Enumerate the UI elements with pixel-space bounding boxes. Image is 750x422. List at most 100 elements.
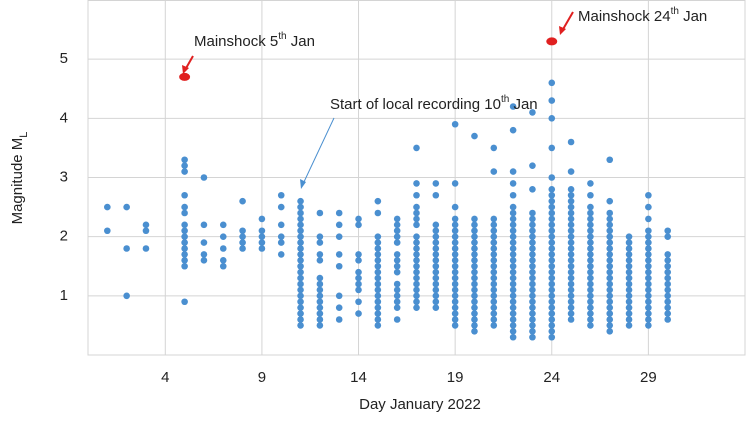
data-point [664,298,672,306]
data-point [529,245,536,252]
data-point [529,310,536,317]
data-point [142,221,150,229]
data-point [297,298,304,306]
data-point [451,180,459,187]
data-point [587,274,594,282]
data-point [509,292,517,300]
data-point [490,310,498,317]
annotation: Mainshock 24th Jan [559,6,707,35]
data-point [548,197,556,205]
data-point [316,304,324,311]
data-point [451,221,459,229]
data-point [277,251,285,258]
data-point [297,322,304,329]
data-point [297,197,304,205]
data-point [277,239,285,246]
data-point [471,251,478,258]
data-point [548,262,556,270]
data-point [529,233,536,240]
data-point [297,209,304,217]
data-point [645,310,652,317]
data-point [606,298,614,306]
data-point [355,280,362,288]
data-point [548,298,556,306]
data-point [567,298,575,306]
data-point [316,316,324,323]
data-point [200,257,208,264]
data-point [413,245,420,252]
data-point [451,268,459,276]
data-point [413,268,420,276]
data-point [297,292,304,300]
data-point [529,268,536,276]
data-point [587,257,594,264]
data-point [181,209,188,217]
data-point [587,310,594,317]
data-point [239,197,246,205]
data-point [567,251,575,258]
data-point [181,298,188,306]
data-point [645,316,652,323]
data-point [239,239,246,246]
data-point [509,316,517,323]
data-point [509,191,517,199]
data-point [567,138,575,146]
data-point [413,180,420,187]
data-point [200,174,208,181]
x-axis-label: Day January 2022 [359,396,481,413]
data-point [509,239,517,246]
data-point [548,115,556,122]
data-point [587,268,594,276]
data-point [451,322,459,329]
data-point [181,233,188,240]
data-point [335,221,343,229]
data-point [645,233,652,240]
data-point [181,251,188,258]
data-point [645,298,652,306]
data-point [664,227,672,235]
data-point [509,257,517,264]
data-point [335,233,343,240]
data-point [413,191,420,199]
data-point [432,280,440,288]
data-point [567,227,575,235]
data-point [606,209,614,217]
data-point [413,286,420,294]
data-point [645,268,652,276]
data-point [142,245,150,252]
data-point [587,322,594,329]
data-point [432,262,440,270]
data-point [529,322,536,329]
data-point [664,292,672,300]
data-point [181,245,188,252]
y-tick-label: 4 [60,109,68,126]
data-point [490,298,498,306]
data-point [316,310,324,317]
annotation-arrow [561,11,574,32]
data-point [297,203,304,211]
data-point [451,215,459,223]
data-point [451,203,459,211]
data-point [625,251,633,258]
data-point [451,227,459,235]
data-point [625,239,633,246]
data-point [432,233,440,240]
data-point [355,310,362,317]
data-point [664,274,672,282]
data-point [316,292,324,300]
data-point [316,239,324,246]
y-axis-label-main: Magnitude M [9,138,26,225]
data-point [587,239,594,246]
data-point [335,209,343,217]
data-point [567,262,575,270]
data-point [200,251,208,258]
data-point [316,257,324,264]
data-point [587,304,594,311]
data-point [529,333,536,341]
data-point [529,328,536,335]
data-point [432,274,440,282]
data-point [490,215,498,223]
data-point [606,292,614,300]
data-point [413,257,420,264]
annotation-sup: th [671,6,679,17]
